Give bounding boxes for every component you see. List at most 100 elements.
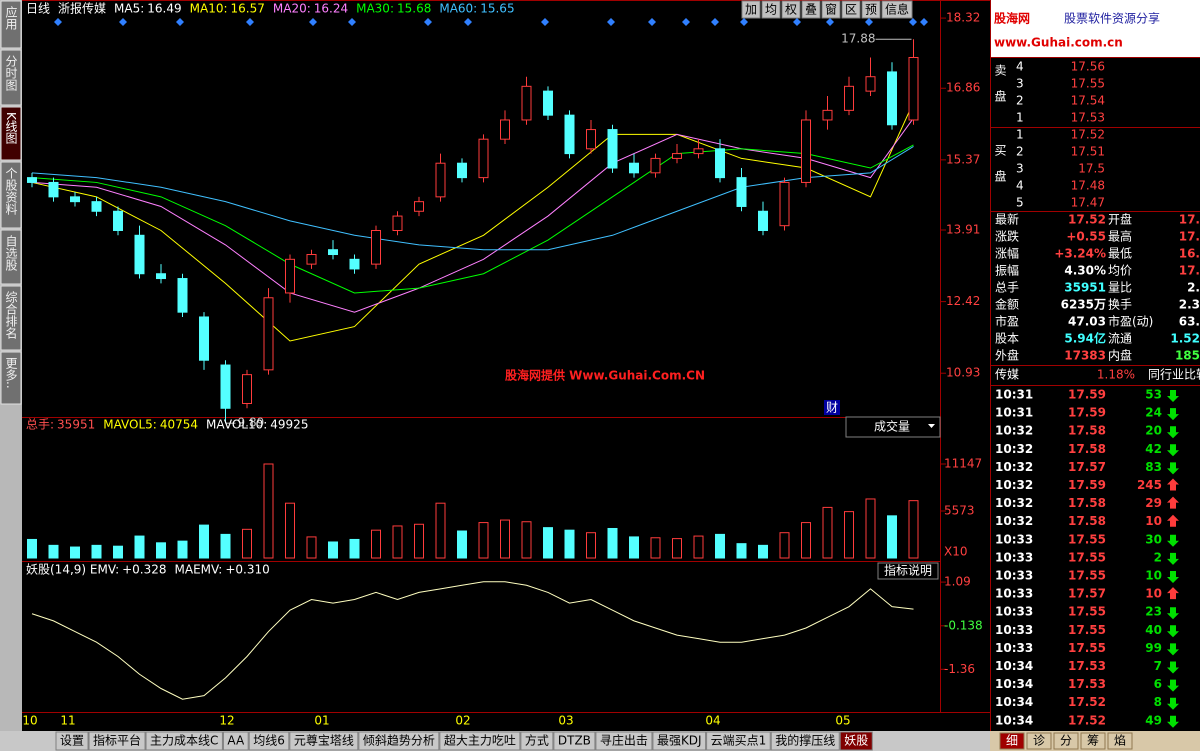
trade-volume: 24 bbox=[1145, 406, 1162, 420]
buy-level: 3 bbox=[1016, 162, 1024, 176]
toolbar-button[interactable] bbox=[861, 0, 881, 19]
bottom-tab-label: 均线6 bbox=[253, 734, 285, 748]
bottom-tab[interactable] bbox=[222, 731, 249, 751]
signal-diamond bbox=[648, 18, 656, 26]
trade-volume: 99 bbox=[1145, 641, 1162, 655]
volume-bar bbox=[414, 523, 424, 559]
bottom-tab[interactable] bbox=[439, 731, 521, 751]
buy-price: 17.52 bbox=[1071, 128, 1105, 142]
candle-body bbox=[715, 148, 725, 179]
y-tick-label: 15.37 bbox=[946, 152, 980, 166]
sidebar-tab[interactable] bbox=[0, 351, 22, 405]
bottom-tab[interactable] bbox=[652, 731, 707, 751]
sell-level: 4 bbox=[1016, 60, 1024, 74]
emv-header-label: 妖股(14,9) EMV: bbox=[26, 563, 119, 577]
sell-level: 3 bbox=[1016, 77, 1024, 91]
toolbar-label: 均 bbox=[765, 3, 777, 17]
bottom-tab[interactable] bbox=[248, 731, 290, 751]
toolbar-button[interactable] bbox=[881, 0, 913, 19]
explain-box[interactable] bbox=[877, 562, 939, 580]
side-tab[interactable] bbox=[1053, 732, 1079, 750]
emv-line bbox=[31, 581, 914, 700]
trade-time: 10:34 bbox=[995, 695, 1033, 709]
bottom-tab[interactable] bbox=[55, 731, 89, 751]
trade-arrow bbox=[1167, 661, 1179, 674]
ma-line bbox=[31, 117, 914, 313]
candle-body bbox=[27, 177, 37, 183]
stat-label: 外盘 bbox=[995, 348, 1019, 363]
stat-label: 最低 bbox=[1108, 247, 1132, 261]
bottom-tab-label: 云端买点1 bbox=[711, 734, 767, 748]
toolbar-button[interactable] bbox=[741, 0, 761, 19]
candle-body bbox=[586, 129, 596, 150]
toolbar-button[interactable] bbox=[821, 0, 841, 19]
toolbar-button[interactable] bbox=[801, 0, 821, 19]
toolbar-label: 加 bbox=[745, 3, 757, 17]
sidebar-tab[interactable] bbox=[0, 0, 22, 49]
side-tab[interactable] bbox=[1080, 732, 1106, 750]
ma-value: 16.49 bbox=[147, 2, 181, 16]
bottom-tab[interactable] bbox=[358, 731, 440, 751]
bottom-tab[interactable] bbox=[595, 731, 653, 751]
candle-body bbox=[113, 210, 123, 231]
volume-header-value: 40754 bbox=[160, 418, 198, 432]
bottom-tab[interactable] bbox=[553, 731, 596, 751]
bottom-tab[interactable] bbox=[706, 731, 771, 751]
trade-arrow bbox=[1167, 625, 1179, 638]
trade-time: 10:33 bbox=[995, 532, 1033, 546]
candle-body bbox=[134, 234, 145, 275]
volume-bar bbox=[672, 538, 682, 559]
trade-arrow bbox=[1167, 643, 1179, 656]
trade-arrow bbox=[1167, 534, 1179, 547]
candle-body bbox=[521, 85, 532, 121]
bottom-tab[interactable] bbox=[520, 731, 554, 751]
sidebar-tab-label: 个股资料 bbox=[4, 167, 18, 215]
stat-value: 35951 bbox=[1064, 281, 1106, 295]
sidebar-tab[interactable] bbox=[0, 285, 22, 351]
trade-volume: 8 bbox=[1154, 695, 1162, 709]
stat-label: 涨跌 bbox=[995, 229, 1019, 244]
volume-bar bbox=[650, 537, 661, 559]
watermark: 股海网提供 Www.Guhai.Com.CN bbox=[505, 368, 705, 383]
side-tab-label: 焰 bbox=[1114, 733, 1126, 748]
selector-box[interactable] bbox=[845, 416, 941, 438]
emv-header-label: MAEMV: bbox=[175, 563, 223, 577]
volume-bar bbox=[27, 538, 37, 559]
bottom-tab[interactable] bbox=[88, 731, 146, 751]
trade-price: 17.55 bbox=[1068, 569, 1106, 583]
bottom-tab[interactable] bbox=[839, 731, 873, 751]
sidebar-tab[interactable] bbox=[0, 49, 22, 106]
signal-diamond bbox=[309, 18, 317, 26]
toolbar-button[interactable] bbox=[841, 0, 861, 19]
emv-header-value: +0.328 bbox=[122, 563, 166, 577]
volume-bar bbox=[91, 544, 102, 559]
sidebar-tab-label: 自选股 bbox=[4, 235, 18, 272]
bottom-tab[interactable] bbox=[145, 731, 223, 751]
trade-time: 10:32 bbox=[995, 496, 1033, 510]
stat-value: 1.52 bbox=[1170, 332, 1200, 346]
bottom-tab[interactable] bbox=[289, 731, 359, 751]
sidebar-tab[interactable] bbox=[0, 229, 22, 285]
candle-body bbox=[629, 162, 639, 174]
toolbar-label: 预 bbox=[865, 3, 877, 17]
bottom-tab[interactable] bbox=[770, 731, 840, 751]
stat-label: 市盈 bbox=[995, 314, 1019, 329]
volume-bar bbox=[629, 536, 639, 559]
side-tab[interactable] bbox=[1026, 732, 1052, 750]
trade-volume: 49 bbox=[1145, 713, 1162, 727]
trade-price: 17.57 bbox=[1068, 460, 1106, 474]
side-tab[interactable] bbox=[1107, 732, 1133, 750]
volume-bar bbox=[908, 500, 919, 559]
sidebar-tab[interactable] bbox=[0, 106, 22, 161]
volume-header-value: 35951 bbox=[57, 418, 95, 432]
frame bbox=[22, 0, 1200, 731]
toolbar-button[interactable] bbox=[761, 0, 781, 19]
toolbar-button[interactable] bbox=[781, 0, 801, 19]
low-label: 9.89 bbox=[238, 416, 265, 430]
toolbar-label: 信息 bbox=[885, 2, 909, 17]
stat-label: 金额 bbox=[995, 297, 1019, 312]
trade-volume: 30 bbox=[1145, 532, 1162, 546]
sidebar-tab[interactable] bbox=[0, 161, 22, 229]
side-tab[interactable] bbox=[999, 732, 1025, 750]
bottom-tab-label: 倾斜趋势分析 bbox=[363, 734, 435, 748]
